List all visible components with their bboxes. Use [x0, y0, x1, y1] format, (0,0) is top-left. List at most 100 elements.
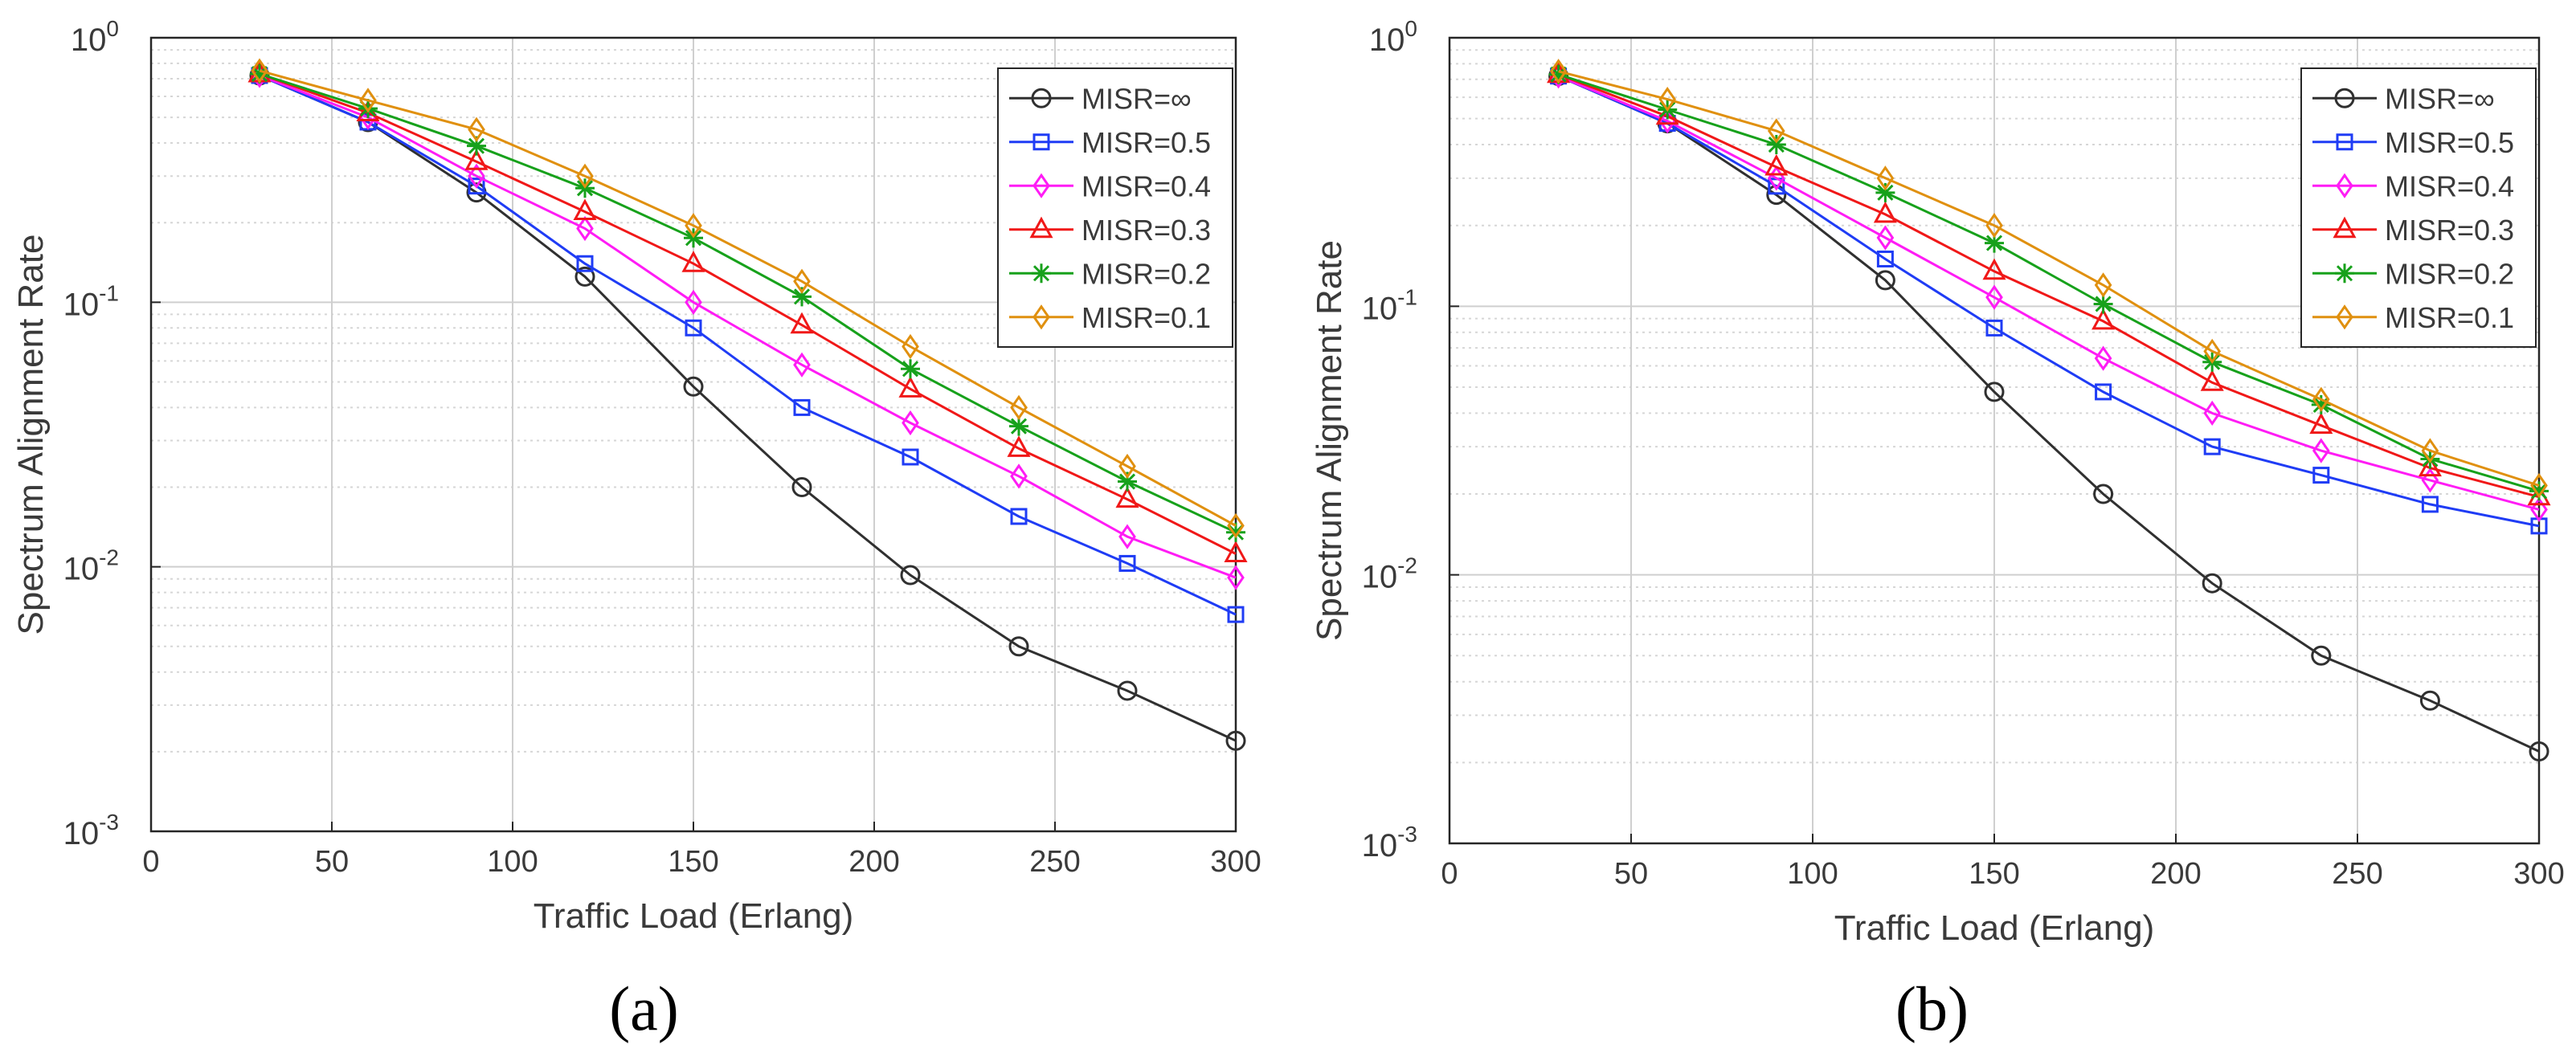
legend: MISR=∞ MISR=0.5 MISR=0.4 MISR=0.3 MISR=0.2 MI… — [2300, 67, 2537, 348]
data-point — [2418, 455, 2442, 477]
data-point — [902, 448, 919, 466]
y-tick-label: 10-1 — [63, 280, 119, 322]
data-point — [683, 376, 704, 397]
y-axis-label: Spectrum Alignment Rate — [1310, 240, 1349, 641]
data-point — [574, 266, 595, 287]
data-point — [250, 64, 269, 84]
x-tick-label: 0 — [1441, 857, 1458, 891]
data-point — [1117, 680, 1138, 701]
data-point — [2421, 467, 2439, 493]
legend-item: MISR=0.3 — [1009, 214, 1211, 247]
legend-item: MISR=∞ — [1009, 82, 1192, 115]
data-point — [1009, 416, 1028, 436]
y-tick-label: 10-1 — [1362, 284, 1417, 326]
data-point — [2094, 272, 2112, 298]
legend-label: MISR=∞ — [1082, 82, 1192, 115]
data-point — [1873, 201, 1897, 223]
data-point — [901, 359, 920, 379]
legend-item: MISR=0.4 — [1009, 169, 1211, 202]
y-tick-label: 10-2 — [1362, 553, 1417, 595]
data-point — [1767, 118, 1785, 144]
x-tick-label: 300 — [2513, 857, 2564, 891]
figure-a: 0 50 100 150 200 250 300 10-3 10-2 10-1 100 Traffic… — [11, 16, 1261, 1043]
legend-item: MISR=0.3 — [2312, 214, 2514, 247]
series-line — [1558, 73, 2540, 499]
series-line — [259, 72, 1237, 534]
data-point — [576, 255, 594, 272]
chart-b: 0 50 100 150 200 250 300 10-3 10-2 10-1 100 Traffic… — [1310, 16, 2565, 948]
data-point — [2093, 294, 2113, 314]
data-point — [2421, 438, 2439, 463]
legend-marker — [1029, 216, 1053, 239]
data-point — [1225, 730, 1246, 751]
legend-label: MISR=0.2 — [2385, 257, 2514, 290]
series-line — [259, 69, 1237, 527]
legend-marker — [2336, 133, 2353, 151]
data-point — [464, 149, 489, 170]
legend-label: MISR=0.4 — [1082, 169, 1211, 202]
x-tick-label: 200 — [2150, 857, 2201, 891]
data-point — [685, 289, 702, 315]
legend-box — [997, 67, 1233, 348]
y-tick-label: 10-3 — [1362, 822, 1417, 863]
legend-item: MISR=0.2 — [1009, 257, 1211, 290]
legend-item: MISR=∞ — [2312, 82, 2495, 115]
legend-marker — [1032, 173, 1050, 198]
legend-label: MISR=0.1 — [2385, 301, 2514, 334]
data-point — [1227, 565, 1245, 590]
y-tick-label: 10-3 — [63, 810, 119, 851]
data-point — [2311, 645, 2332, 666]
data-point — [1224, 541, 1248, 562]
data-point — [2095, 383, 2112, 401]
x-tick-label: 150 — [1969, 857, 2019, 891]
series-line — [259, 74, 1237, 616]
y-tick-label: 10-2 — [63, 545, 119, 587]
x-tick-label: 100 — [487, 845, 538, 879]
data-point — [900, 565, 921, 586]
legend-item: MISR=0.5 — [2312, 126, 2514, 159]
data-point — [1985, 284, 2003, 310]
data-point — [1985, 233, 2004, 253]
data-point — [2529, 741, 2549, 762]
data-point — [468, 178, 485, 195]
x-axis-label: Traffic Load (Erlang) — [534, 896, 854, 936]
legend-marker — [2334, 88, 2355, 108]
caption-b: (b) — [1895, 973, 1969, 1043]
x-tick-label: 100 — [1787, 857, 1838, 891]
data-point — [1226, 522, 1245, 542]
data-point — [1227, 512, 1245, 539]
x-tick-label: 250 — [1029, 845, 1080, 879]
y-axis-label: Spectrum Alignment Rate — [11, 235, 51, 635]
legend-marker — [1032, 133, 1050, 151]
legend-label: MISR=0.5 — [1082, 126, 1211, 159]
series-misr-0-1 — [251, 58, 1245, 539]
series-line — [1558, 73, 2540, 492]
data-point — [1010, 508, 1028, 525]
data-point — [2200, 369, 2224, 391]
caption-a: (a) — [609, 973, 679, 1043]
data-point — [1658, 86, 1677, 112]
data-point — [467, 136, 486, 156]
data-point — [1982, 258, 2006, 280]
data-point — [793, 398, 811, 416]
data-point — [1118, 471, 1137, 492]
data-point — [1118, 524, 1136, 549]
x-tick-label: 150 — [668, 845, 718, 879]
data-point — [251, 58, 268, 84]
x-tick-label: 50 — [315, 845, 349, 879]
legend-item: MISR=0.2 — [2312, 257, 2514, 290]
legend: MISR=∞ MISR=0.5 MISR=0.4 MISR=0.3 MISR=0.2 MI… — [997, 67, 1233, 348]
data-point — [792, 287, 812, 307]
figure-b: 0 50 100 150 200 250 300 10-3 10-2 10-1 100 Traffic… — [1288, 0, 2576, 1053]
series-misr-inf — [249, 65, 1246, 751]
series-line — [259, 74, 1237, 579]
legend-label: MISR=0.4 — [2385, 169, 2514, 202]
data-point — [2529, 481, 2549, 501]
data-point — [1115, 486, 1139, 508]
x-tick-label: 300 — [1210, 845, 1261, 879]
legend-marker — [1031, 88, 1052, 108]
data-point — [902, 333, 919, 360]
x-tick-label: 50 — [1614, 857, 1648, 891]
data-point — [2530, 496, 2548, 523]
legend-marker — [1032, 304, 1050, 330]
